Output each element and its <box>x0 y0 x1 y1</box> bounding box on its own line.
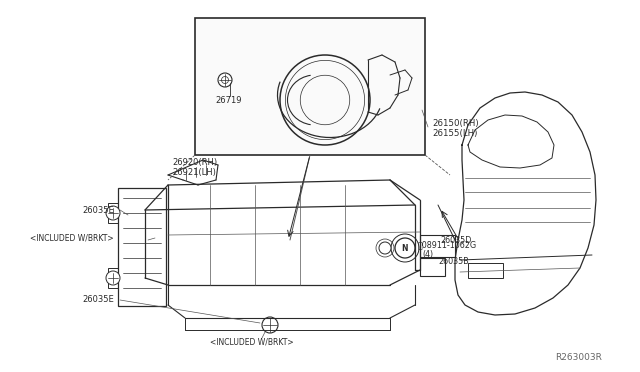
Text: 26155(LH): 26155(LH) <box>432 128 477 138</box>
Bar <box>118 188 166 306</box>
Circle shape <box>379 242 391 254</box>
Circle shape <box>262 317 278 333</box>
Text: 26035D: 26035D <box>440 235 472 244</box>
Bar <box>195 18 425 155</box>
Circle shape <box>218 73 232 87</box>
Bar <box>420 258 445 276</box>
Bar <box>420 235 455 257</box>
Text: R263003R: R263003R <box>555 353 602 362</box>
Bar <box>108 268 118 288</box>
Text: (4): (4) <box>422 250 433 260</box>
Text: 26150(RH): 26150(RH) <box>432 119 479 128</box>
Text: 26920(RH): 26920(RH) <box>172 157 217 167</box>
Circle shape <box>106 206 120 220</box>
Text: 26035E: 26035E <box>82 205 114 215</box>
Text: 26921(LH): 26921(LH) <box>172 167 216 176</box>
Circle shape <box>106 271 120 285</box>
Text: 26035B: 26035B <box>438 257 468 266</box>
Text: ⓝ08911-1062G: ⓝ08911-1062G <box>418 241 477 250</box>
Bar <box>468 263 503 278</box>
Text: 26719: 26719 <box>215 96 241 105</box>
Text: N: N <box>402 244 408 253</box>
Text: <INCLUDED W/BRKT>: <INCLUDED W/BRKT> <box>30 234 114 243</box>
Text: <INCLUDED W/BRKT>: <INCLUDED W/BRKT> <box>210 337 294 346</box>
Circle shape <box>395 238 415 258</box>
Bar <box>108 203 118 223</box>
Text: 26035E: 26035E <box>82 295 114 305</box>
